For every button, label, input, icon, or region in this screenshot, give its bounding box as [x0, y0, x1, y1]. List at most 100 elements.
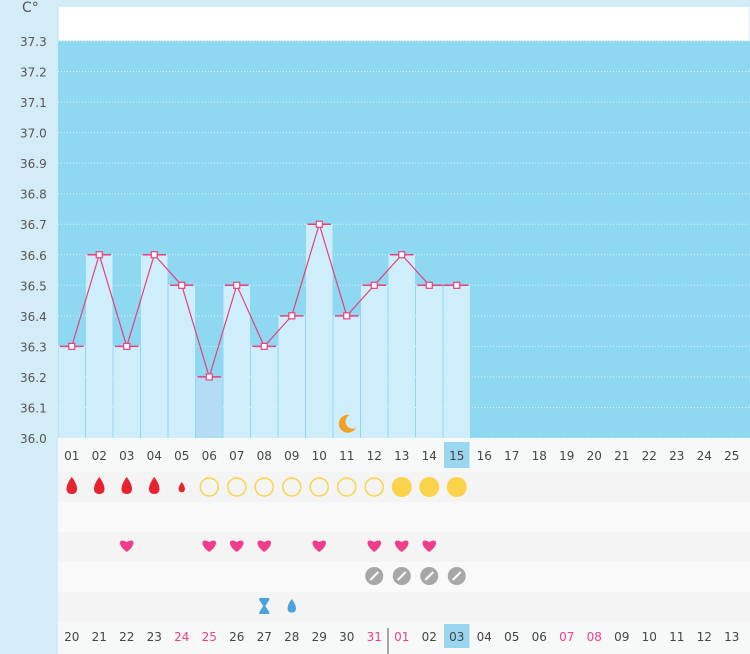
- calendar-date-label: 30: [339, 630, 354, 644]
- temperature-point: [343, 312, 351, 320]
- calendar-date-label: 22: [119, 630, 134, 644]
- cervical-circle-icon: [337, 477, 357, 497]
- y-tick-label: 36.2: [20, 371, 47, 385]
- temperature-bar: [168, 285, 195, 438]
- heart-icon: [229, 540, 244, 552]
- period-drop-icon: [121, 477, 132, 494]
- calendar-date-label: 09: [614, 630, 629, 644]
- cervical-dot-icon: [446, 477, 467, 497]
- water-drop-icon: [287, 599, 296, 613]
- temperature-point: [260, 342, 268, 350]
- calendar-date-label: 21: [92, 630, 107, 644]
- day-label: 10: [312, 449, 327, 463]
- day-label: 21: [614, 449, 629, 463]
- y-tick-label: 37.3: [20, 35, 47, 49]
- temperature-bar: [361, 285, 388, 438]
- day-label: 04: [147, 449, 162, 463]
- cervical-dot-icon: [391, 477, 412, 497]
- heart-icon: [367, 540, 382, 552]
- temperature-point: [425, 281, 433, 289]
- calendar-date-label: 10: [642, 630, 657, 644]
- period-drop-icon: [66, 477, 77, 494]
- unit-label: C°: [22, 0, 39, 16]
- temperature-bar: [306, 224, 333, 438]
- day-label: 13: [394, 449, 409, 463]
- cervical-circle-icon: [254, 477, 274, 497]
- calendar-date-label: 01: [394, 630, 409, 644]
- calendar-date-label: 03: [449, 630, 464, 644]
- cervical-circle-icon: [199, 477, 219, 497]
- day-label: 18: [532, 449, 547, 463]
- y-tick-label: 37.2: [20, 66, 47, 80]
- temperature-point: [453, 281, 461, 289]
- calendar-date-label: 08: [587, 630, 602, 644]
- calendar-date-label: 07: [559, 630, 574, 644]
- marker-row: [58, 592, 750, 622]
- temperature-bar: [278, 315, 305, 438]
- temperature-point: [178, 281, 186, 289]
- pill-icon-slash: [369, 571, 379, 581]
- temperature-bar: [443, 285, 470, 438]
- heart-icon: [119, 540, 134, 552]
- calendar-date-label: 02: [422, 630, 437, 644]
- temperature-point: [370, 281, 378, 289]
- calendar-date-label: 20: [64, 630, 79, 644]
- y-axis-panel: [0, 0, 58, 654]
- day-label: 17: [504, 449, 519, 463]
- calendar-date-label: 06: [532, 630, 547, 644]
- temperature-bar: [223, 285, 250, 438]
- temperature-bar: [333, 315, 360, 438]
- chart-header-strip: [57, 5, 750, 42]
- y-tick-label: 36.0: [20, 432, 47, 446]
- today-highlight: [444, 442, 470, 468]
- cervical-circle-icon: [364, 477, 384, 497]
- temperature-point: [315, 220, 323, 228]
- day-label: 23: [669, 449, 684, 463]
- y-tick-label: 36.4: [20, 310, 47, 324]
- calendar-date-label: 11: [669, 630, 684, 644]
- temperature-point: [150, 251, 158, 259]
- temperature-point: [288, 312, 296, 320]
- pill-icon-slash: [397, 571, 407, 581]
- temperature-bar: [86, 254, 113, 438]
- cervical-dot-icon: [419, 477, 440, 497]
- temperature-bar: [388, 254, 415, 438]
- y-tick-label: 36.1: [20, 401, 47, 415]
- day-label: 20: [587, 449, 602, 463]
- cervical-circle-icon: [282, 477, 302, 497]
- period-drop-icon: [178, 482, 185, 493]
- temperature-point: [68, 342, 76, 350]
- calendar-date-label: 29: [312, 630, 327, 644]
- cervical-circle-icon: [227, 477, 247, 497]
- temperature-bar: [196, 376, 223, 438]
- heart-icon: [202, 540, 217, 552]
- calendar-date-label: 05: [504, 630, 519, 644]
- y-tick-label: 36.6: [20, 249, 47, 263]
- temperature-point: [205, 373, 213, 381]
- hourglass-icon: [259, 598, 270, 614]
- y-tick-label: 36.8: [20, 188, 47, 202]
- calendar-date-label: 24: [174, 630, 189, 644]
- day-label: 01: [64, 449, 79, 463]
- temperature-bar: [251, 346, 278, 438]
- day-label: 03: [119, 449, 134, 463]
- day-label: 02: [92, 449, 107, 463]
- day-label: 25: [724, 449, 739, 463]
- heart-icon: [312, 540, 327, 552]
- calendar-today-highlight: [444, 624, 470, 648]
- temperature-bar: [113, 346, 140, 438]
- temperature-bar: [416, 285, 443, 438]
- y-tick-label: 36.9: [20, 157, 47, 171]
- calendar-date-label: 04: [477, 630, 492, 644]
- day-label: 15: [449, 449, 464, 463]
- heart-icon: [422, 540, 437, 552]
- day-label: 09: [284, 449, 299, 463]
- day-label: 05: [174, 449, 189, 463]
- day-label: 24: [697, 449, 712, 463]
- y-tick-label: 36.3: [20, 340, 47, 354]
- day-label: 19: [559, 449, 574, 463]
- day-label: 14: [422, 449, 437, 463]
- day-label: 06: [202, 449, 217, 463]
- temperature-point: [233, 281, 241, 289]
- temperature-point: [123, 342, 131, 350]
